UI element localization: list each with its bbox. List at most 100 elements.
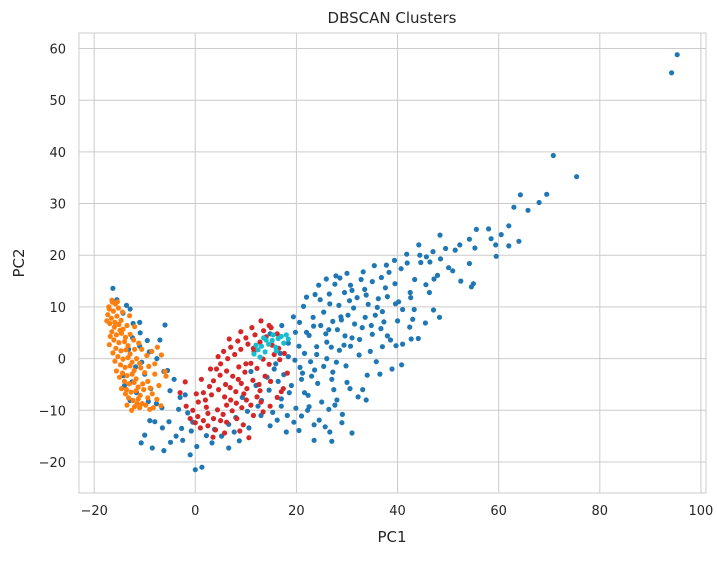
data-point bbox=[267, 403, 273, 409]
data-point bbox=[149, 445, 155, 451]
data-point bbox=[149, 348, 155, 354]
data-point bbox=[517, 192, 524, 198]
data-point bbox=[544, 191, 550, 197]
data-point bbox=[344, 379, 350, 385]
data-point bbox=[249, 325, 255, 331]
data-point bbox=[349, 287, 355, 293]
data-point bbox=[274, 417, 280, 423]
data-point bbox=[334, 397, 340, 403]
data-point bbox=[208, 392, 215, 398]
data-point bbox=[574, 174, 580, 180]
data-point bbox=[255, 403, 261, 409]
data-point bbox=[293, 405, 299, 411]
data-point bbox=[197, 425, 203, 431]
data-point bbox=[183, 403, 189, 409]
data-point bbox=[153, 401, 159, 407]
data-point bbox=[516, 238, 522, 244]
data-point bbox=[236, 364, 242, 370]
data-point bbox=[326, 406, 332, 412]
data-point bbox=[250, 412, 256, 419]
y-tick-label: 50 bbox=[49, 94, 66, 109]
data-point bbox=[158, 352, 164, 358]
data-point bbox=[318, 322, 324, 329]
data-point bbox=[126, 395, 132, 401]
data-point bbox=[238, 380, 244, 386]
data-point bbox=[322, 424, 328, 430]
data-point bbox=[379, 309, 385, 315]
data-point bbox=[142, 432, 148, 438]
chart-title: DBSCAN Clusters bbox=[328, 9, 457, 27]
data-point bbox=[466, 260, 472, 267]
data-point bbox=[256, 381, 262, 388]
data-point bbox=[536, 199, 542, 206]
data-point bbox=[167, 388, 173, 394]
data-point bbox=[176, 406, 182, 412]
data-point bbox=[225, 356, 231, 362]
data-point bbox=[337, 275, 343, 281]
data-point bbox=[270, 409, 276, 415]
data-point bbox=[241, 391, 247, 397]
data-point bbox=[369, 331, 375, 337]
data-point bbox=[246, 425, 252, 431]
data-point bbox=[311, 437, 317, 443]
data-point bbox=[116, 321, 122, 328]
data-point bbox=[127, 306, 133, 312]
data-point bbox=[240, 422, 246, 428]
data-point bbox=[297, 364, 303, 370]
data-point bbox=[284, 370, 290, 376]
data-point bbox=[317, 297, 323, 303]
data-point bbox=[154, 356, 160, 362]
y-tick-label: −20 bbox=[39, 456, 66, 471]
data-point bbox=[314, 351, 320, 358]
data-point bbox=[192, 467, 198, 473]
x-tick-label: 60 bbox=[490, 504, 507, 519]
data-point bbox=[137, 360, 143, 366]
data-point bbox=[258, 343, 265, 349]
data-point bbox=[328, 344, 334, 350]
data-point bbox=[130, 397, 136, 404]
data-point bbox=[203, 404, 209, 410]
data-point bbox=[182, 392, 188, 398]
data-point bbox=[112, 319, 118, 325]
data-point bbox=[262, 349, 268, 355]
data-point bbox=[226, 336, 232, 342]
data-point bbox=[430, 307, 437, 313]
data-point bbox=[139, 346, 145, 352]
data-point bbox=[488, 236, 494, 242]
data-point bbox=[257, 388, 263, 394]
data-point bbox=[392, 281, 398, 287]
data-point bbox=[306, 332, 312, 338]
data-point bbox=[121, 378, 128, 384]
data-point bbox=[411, 306, 417, 313]
data-point bbox=[224, 402, 230, 408]
data-point bbox=[127, 313, 133, 319]
data-point bbox=[106, 306, 112, 312]
data-point bbox=[111, 337, 117, 343]
data-point bbox=[108, 315, 114, 321]
data-point bbox=[288, 382, 294, 389]
data-point bbox=[118, 386, 125, 392]
data-point bbox=[163, 373, 169, 379]
data-point bbox=[218, 361, 224, 367]
data-point bbox=[396, 299, 402, 305]
data-point bbox=[244, 386, 250, 392]
data-point bbox=[357, 336, 363, 343]
data-point bbox=[274, 394, 280, 400]
data-point bbox=[140, 381, 146, 387]
data-point bbox=[457, 242, 463, 248]
data-point bbox=[125, 343, 131, 349]
data-point bbox=[278, 333, 284, 339]
data-point bbox=[127, 331, 133, 337]
data-point bbox=[123, 302, 130, 308]
data-point bbox=[200, 390, 206, 396]
data-point bbox=[135, 396, 141, 402]
data-point bbox=[227, 385, 233, 391]
data-point bbox=[301, 350, 308, 356]
data-point bbox=[367, 348, 373, 354]
data-point bbox=[112, 358, 118, 364]
data-point bbox=[669, 70, 675, 76]
data-point bbox=[329, 438, 335, 444]
data-point bbox=[106, 342, 112, 348]
data-point bbox=[243, 335, 249, 341]
data-point bbox=[119, 309, 126, 315]
